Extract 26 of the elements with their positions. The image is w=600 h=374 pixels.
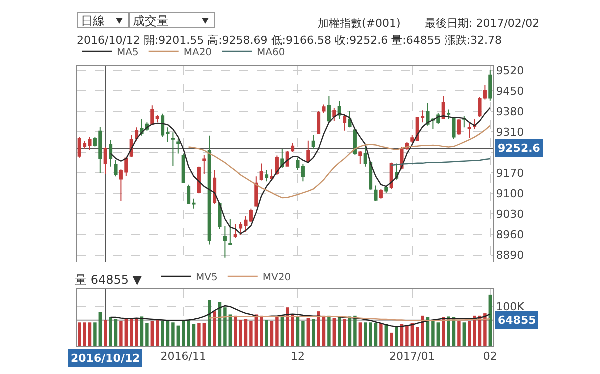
legend-label: MA20	[184, 47, 212, 58]
y-tick-label: 9310	[496, 126, 524, 139]
x-tick-label: 2017/01	[390, 350, 436, 364]
y-tick-label: 9170	[496, 166, 524, 180]
x-tick-label: 2016/11	[160, 350, 206, 364]
text: 最後日期: 2017/02/02	[425, 16, 540, 31]
y-tick-label: 8890	[496, 249, 524, 262]
y-tick-label: 9030	[496, 208, 524, 222]
x-tick-label: 2016/10/12	[71, 352, 140, 365]
y-tick-label: 8960	[496, 228, 524, 242]
legend-label: MV5	[196, 272, 218, 284]
text: 2016/10/12 開:9201.55 高:9258.69 低:9166.58 收:9252.6 量:64855 漲跌:32.78	[77, 33, 502, 48]
y-tick-label: 9100	[496, 187, 524, 200]
legend-label: MA5	[117, 47, 139, 58]
text: 量 64855 ▼	[75, 273, 143, 287]
x-tick-label: 02	[483, 350, 498, 364]
legend-label: MV20	[262, 272, 292, 284]
y-tick-label: 9520	[496, 64, 524, 78]
text: 加權指數(#001)	[318, 16, 401, 31]
y-tick-label: 9380	[496, 105, 524, 118]
x-tick-label: 12	[291, 350, 305, 364]
ref-line-label: 9252.6	[498, 142, 541, 155]
ref-line-label: 64855	[498, 314, 536, 327]
legend-label: MA60	[257, 47, 286, 58]
y-tick-label: 100K	[496, 300, 526, 314]
y-tick-label: 9450	[496, 84, 524, 98]
